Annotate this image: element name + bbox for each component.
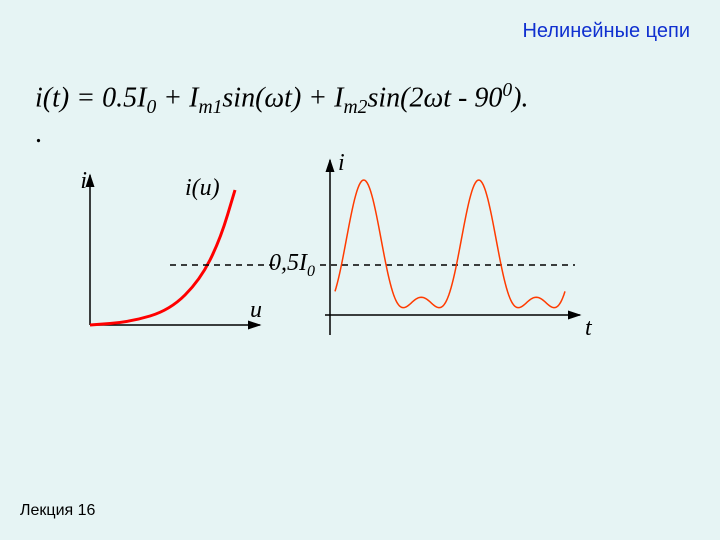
slide: Нелинейные цепи i(t) = 0.5I0 + Im1sin(ωt… (0, 0, 720, 540)
svg-text:i: i (338, 150, 345, 176)
svg-text:0,5I0: 0,5I0 (269, 250, 315, 280)
lone-period: . (35, 118, 42, 150)
diagram-svg: i u i(u) i t 0,5I0 (60, 150, 620, 380)
header-title: Нелинейные цепи (522, 20, 690, 43)
svg-text:u: u (250, 297, 262, 323)
svg-text:i: i (80, 168, 87, 194)
lecture-footer: Лекция 16 (20, 502, 95, 520)
svg-text:i(u): i(u) (185, 175, 220, 201)
main-equation: i(t) = 0.5I0 + Im1sin(ωt) + Im2sin(2ωt -… (35, 80, 528, 119)
svg-text:t: t (585, 315, 593, 341)
